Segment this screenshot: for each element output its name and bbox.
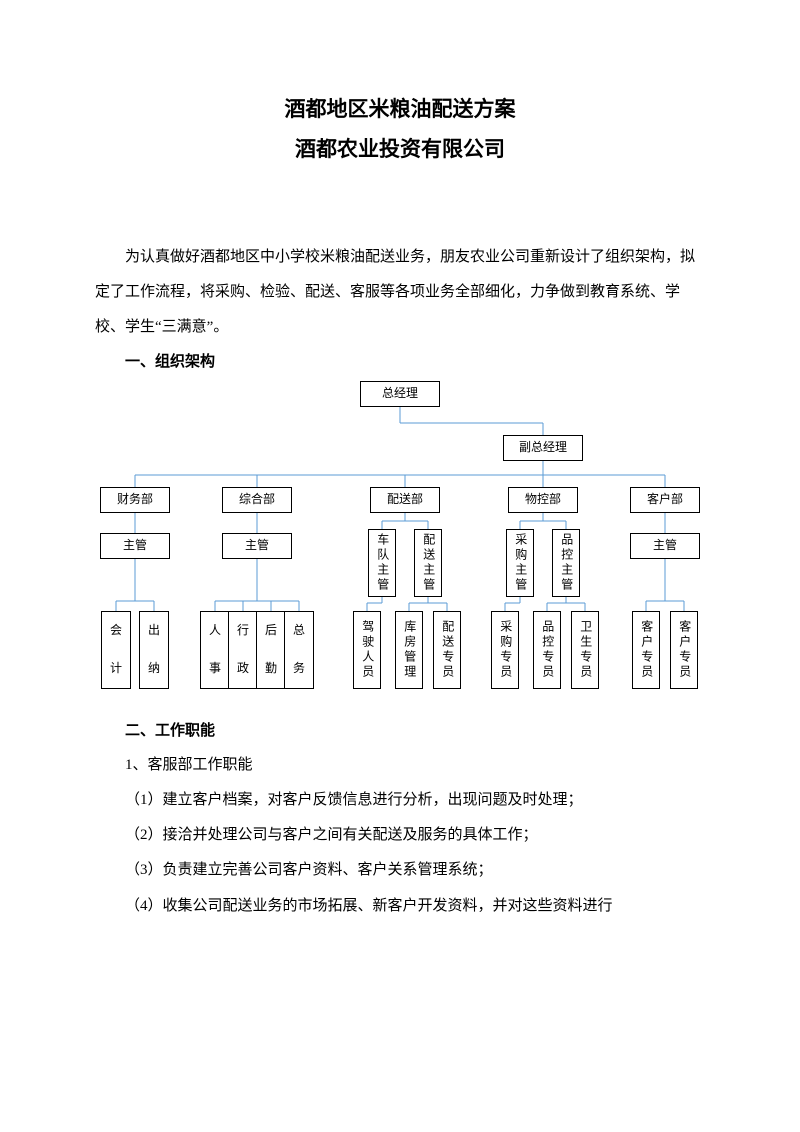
org-node-mgr-qc: 品控主管	[552, 529, 580, 597]
org-node-mgr-customer: 主管	[630, 533, 700, 559]
document-page: 酒都地区米粮油配送方案 酒都农业投资有限公司 为认真做好酒都地区中小学校米粮油配…	[0, 0, 800, 964]
org-leaf-hr: 人 事	[200, 611, 230, 689]
org-node-dept-delivery: 配送部	[370, 487, 440, 513]
org-leaf-hygiene: 卫生专员	[571, 611, 599, 689]
org-node-dept-customer: 客户部	[630, 487, 700, 513]
duty-item-1: （1）建立客户档案，对客户反馈信息进行分析，出现问题及时处理；	[95, 783, 705, 818]
title-block: 酒都地区米粮油配送方案 酒都农业投资有限公司	[95, 90, 705, 170]
section-1-heading: 一、组织架构	[95, 350, 705, 371]
org-leaf-warehouse: 库房管理	[395, 611, 423, 689]
org-node-gm: 总经理	[360, 381, 440, 407]
intro-paragraph: 为认真做好酒都地区中小学校米粮油配送业务，朋友农业公司重新设计了组织架构，拟定了…	[95, 240, 705, 346]
org-leaf-accountant: 会 计	[101, 611, 131, 689]
org-leaf-driver: 驾驶人员	[353, 611, 381, 689]
section-2-heading: 二、工作职能	[95, 719, 705, 740]
org-node-mgr-finance: 主管	[100, 533, 170, 559]
duty-item-2: （2）接洽并处理公司与客户之间有关配送及服务的具体工作；	[95, 818, 705, 853]
org-leaf-affairs: 总 务	[284, 611, 314, 689]
title-line-2: 酒都农业投资有限公司	[95, 130, 705, 170]
org-leaf-cashier: 出 纳	[139, 611, 169, 689]
section-2-sub1: 1、客服部工作职能	[95, 748, 705, 783]
org-node-mgr-general: 主管	[222, 533, 292, 559]
org-leaf-cs1: 客户专员	[632, 611, 660, 689]
org-leaf-admin: 行 政	[228, 611, 258, 689]
org-leaf-dispatch: 配送专员	[433, 611, 461, 689]
duty-item-4: （4）收集公司配送业务的市场拓展、新客户开发资料，并对这些资料进行	[95, 889, 705, 924]
org-node-mgr-purchase: 采购主管	[506, 529, 534, 597]
org-node-mgr-fleet: 车队主管	[368, 529, 396, 597]
org-chart: 总经理 副总经理 财务部 综合部 配送部 物控部 客户部 主管 主管 主管 车队…	[95, 379, 705, 699]
org-node-mgr-dispatch: 配送主管	[414, 529, 442, 597]
org-node-dept-material: 物控部	[508, 487, 578, 513]
org-node-dgm: 副总经理	[503, 435, 583, 461]
org-leaf-cs2: 客户专员	[670, 611, 698, 689]
org-leaf-logistics: 后 勤	[256, 611, 286, 689]
org-node-dept-finance: 财务部	[100, 487, 170, 513]
duty-item-3: （3）负责建立完善公司客户资料、客户关系管理系统；	[95, 853, 705, 888]
org-leaf-purchase: 采购专员	[491, 611, 519, 689]
org-leaf-qc: 品控专员	[533, 611, 561, 689]
org-node-dept-general: 综合部	[222, 487, 292, 513]
title-line-1: 酒都地区米粮油配送方案	[95, 90, 705, 130]
